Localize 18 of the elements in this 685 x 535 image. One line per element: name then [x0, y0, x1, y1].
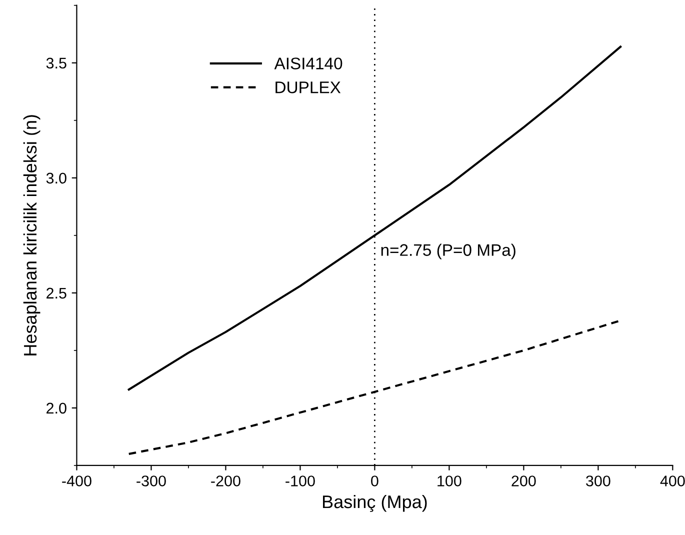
x-tick-label: 400: [660, 476, 685, 486]
legend-label: AISI4140: [274, 58, 342, 70]
y-tick-label: 3.0: [46, 172, 66, 184]
y-axis-title: Hesaplanan kiricilik indeksi (n): [23, 115, 40, 356]
x-axis-title: Basinç (Mpa): [323, 494, 427, 512]
y-tick-label: 3.5: [46, 58, 66, 69]
x-tick-label: 100: [438, 476, 462, 486]
x-tick-label: 0: [371, 476, 378, 486]
y-tick-label: 2.5: [46, 288, 66, 299]
x-tick-label: 300: [586, 476, 610, 486]
x-tick-label: -200: [211, 476, 240, 486]
annotation: n=2.75 (P=0 MPa): [381, 244, 516, 260]
legend-label: DUPLEX: [276, 82, 341, 94]
x-tick-label: -300: [136, 476, 166, 486]
x-tick-label: -400: [62, 476, 92, 486]
y-tick-label: 2.0: [46, 402, 66, 414]
x-tick-label: 200: [512, 476, 536, 486]
x-tick-label: -100: [286, 476, 315, 486]
